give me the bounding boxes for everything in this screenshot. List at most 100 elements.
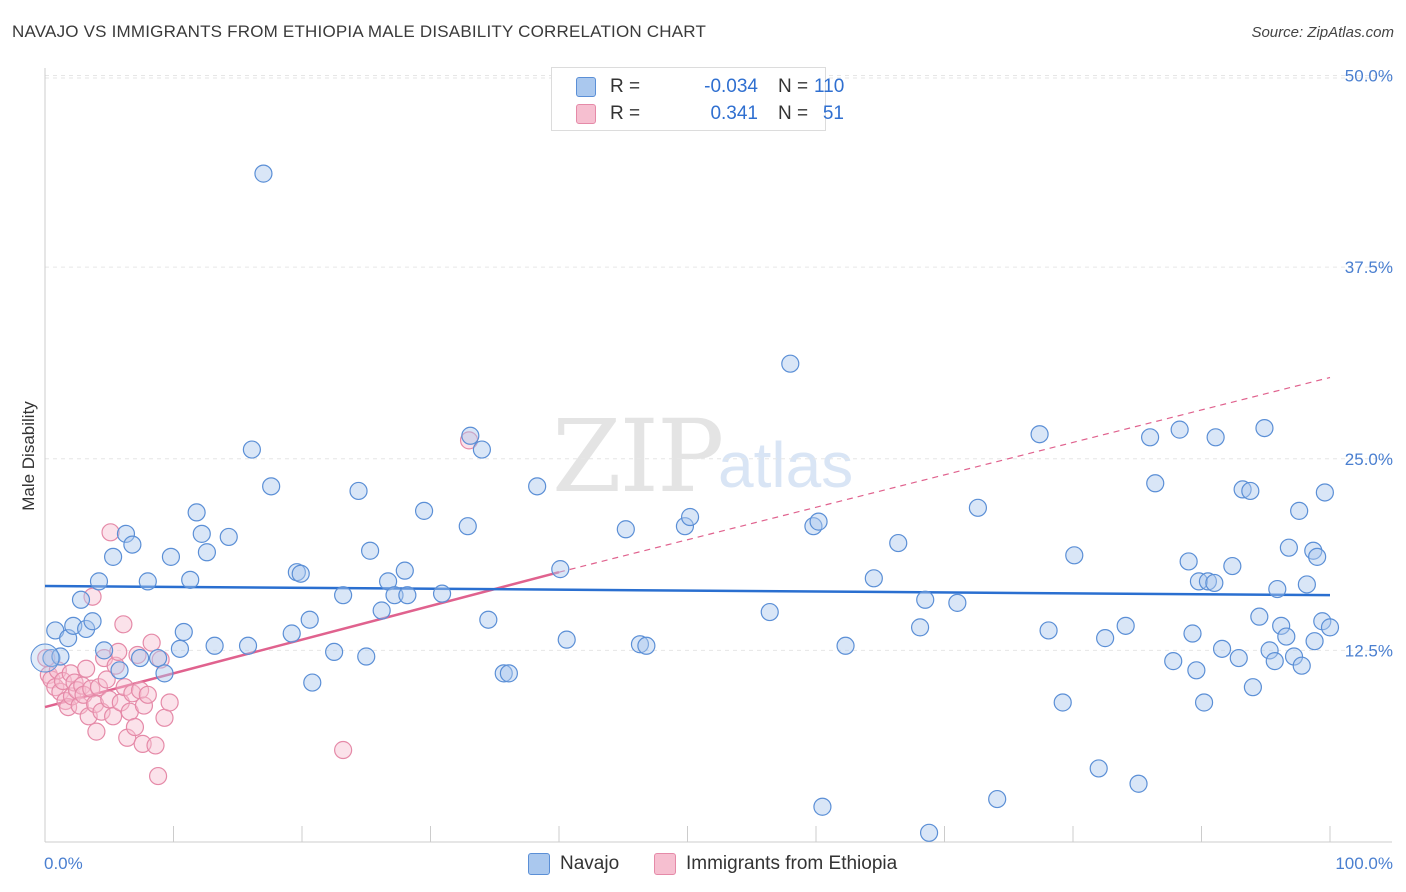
navajo-point xyxy=(303,673,322,692)
navajo-point xyxy=(395,561,414,580)
navajo-point xyxy=(1243,678,1263,697)
navajo-point xyxy=(675,517,695,536)
navajo-point xyxy=(95,641,114,660)
ethiopia-point xyxy=(160,693,179,712)
navajo-point xyxy=(1265,652,1284,671)
navajo-point xyxy=(1030,425,1049,444)
navajo-point xyxy=(30,643,60,673)
legend-n-label: N = xyxy=(778,76,809,97)
navajo-point xyxy=(1116,616,1135,635)
navajo-point xyxy=(372,601,391,620)
navajo-point xyxy=(138,572,157,591)
navajo-point xyxy=(181,570,200,589)
navajo-point xyxy=(89,572,109,591)
navajo-point xyxy=(864,569,883,588)
navajo-point xyxy=(1241,481,1260,501)
navajo-point xyxy=(781,354,800,373)
watermark-zip: ZIP xyxy=(552,398,724,515)
navajo-point xyxy=(760,602,779,622)
navajo-point xyxy=(813,797,832,816)
navajo-point xyxy=(968,498,988,517)
ethiopia-swatch xyxy=(576,104,596,124)
navajo-point xyxy=(1308,547,1327,566)
navajo-point xyxy=(910,618,930,637)
ethiopia-point xyxy=(101,523,120,542)
navajo-point xyxy=(130,648,150,668)
axis-labels: 12.5% 25.0% 37.5% 50.0% 0.0% 100.0% Male Disab… xyxy=(19,67,1393,874)
navajo-point xyxy=(1179,552,1198,571)
navajo-point xyxy=(104,547,123,566)
navajo-point xyxy=(919,823,939,842)
navajo-point xyxy=(254,164,273,183)
navajo-point xyxy=(414,501,434,520)
navajo-point xyxy=(1320,618,1340,637)
y-tick-label: 12.5% xyxy=(1345,641,1393,660)
navajo-point xyxy=(116,524,136,543)
navajo-point xyxy=(948,593,967,612)
ethiopia-point xyxy=(134,696,154,715)
ethiopia-point xyxy=(125,717,145,737)
navajo-point xyxy=(161,547,181,566)
series-legend-label: Immigrants from Ethiopia xyxy=(686,853,898,874)
navajo-point xyxy=(1305,632,1324,651)
navajo-point xyxy=(1250,607,1269,626)
y-axis-label: Male Disability xyxy=(19,401,38,511)
navajo-point xyxy=(361,541,380,560)
navajo-point xyxy=(916,590,935,609)
navajo-point xyxy=(1229,648,1248,668)
navajo-point xyxy=(479,610,498,629)
navajo-point xyxy=(1206,428,1225,447)
series-legend-ethiopia[interactable]: Immigrants from Ethiopia xyxy=(654,852,897,876)
navajo-point xyxy=(494,664,513,683)
navajo-point xyxy=(262,477,281,496)
navajo-points xyxy=(30,164,1340,842)
navajo-point xyxy=(1290,501,1309,520)
navajo-point xyxy=(42,648,61,668)
ethiopia-point xyxy=(138,685,157,704)
navajo-point xyxy=(836,636,855,655)
navajo-point xyxy=(1198,572,1218,591)
legend-r-label: R = xyxy=(610,103,641,124)
navajo-point xyxy=(242,440,261,459)
ethiopia-point xyxy=(148,766,168,786)
navajo-point xyxy=(1140,428,1160,447)
navajo-point xyxy=(809,512,828,531)
navajo-point xyxy=(528,477,547,496)
navajo-point xyxy=(282,624,301,643)
navajo-point xyxy=(1279,538,1298,557)
navajo-point xyxy=(205,636,224,655)
ethiopia-point xyxy=(59,697,78,717)
series-legend-label: Navajo xyxy=(560,853,620,874)
navajo-point xyxy=(1233,480,1252,499)
ethiopia-point xyxy=(100,690,119,709)
ethiopia-point xyxy=(53,671,73,691)
y-tick-label: 25.0% xyxy=(1345,450,1393,469)
navajo-point xyxy=(1187,661,1206,680)
ethiopia-point xyxy=(104,707,123,726)
legend-n-value: 51 xyxy=(822,103,844,124)
navajo-point xyxy=(1268,579,1287,599)
series-legend-navajo[interactable]: Navajo xyxy=(528,852,619,876)
navajo-point xyxy=(1297,575,1316,594)
navajo-point xyxy=(1292,656,1311,675)
navajo-point xyxy=(637,636,656,655)
ethiopia-point xyxy=(334,740,353,760)
navajo-point xyxy=(630,635,650,654)
navajo-point xyxy=(1315,483,1334,502)
legend-row-navajo: R = -0.034 N = 110 xyxy=(576,74,844,100)
ethiopia-point xyxy=(142,633,161,652)
navajo-point xyxy=(1170,420,1189,439)
legend-r-label: R = xyxy=(610,76,641,97)
ethiopia-point xyxy=(155,708,174,727)
navajo-point xyxy=(551,560,570,579)
navajo-point xyxy=(1223,556,1242,576)
ethiopia-points xyxy=(37,431,479,786)
navajo-point xyxy=(155,664,174,683)
navajo-point xyxy=(1255,418,1274,438)
legend-r-value: -0.034 xyxy=(704,76,758,97)
navajo-point xyxy=(1183,624,1202,643)
navajo-point xyxy=(300,610,319,629)
navajo-point xyxy=(1205,573,1224,593)
y-tick-label: 50.0% xyxy=(1345,67,1393,86)
navajo-point xyxy=(71,590,91,609)
